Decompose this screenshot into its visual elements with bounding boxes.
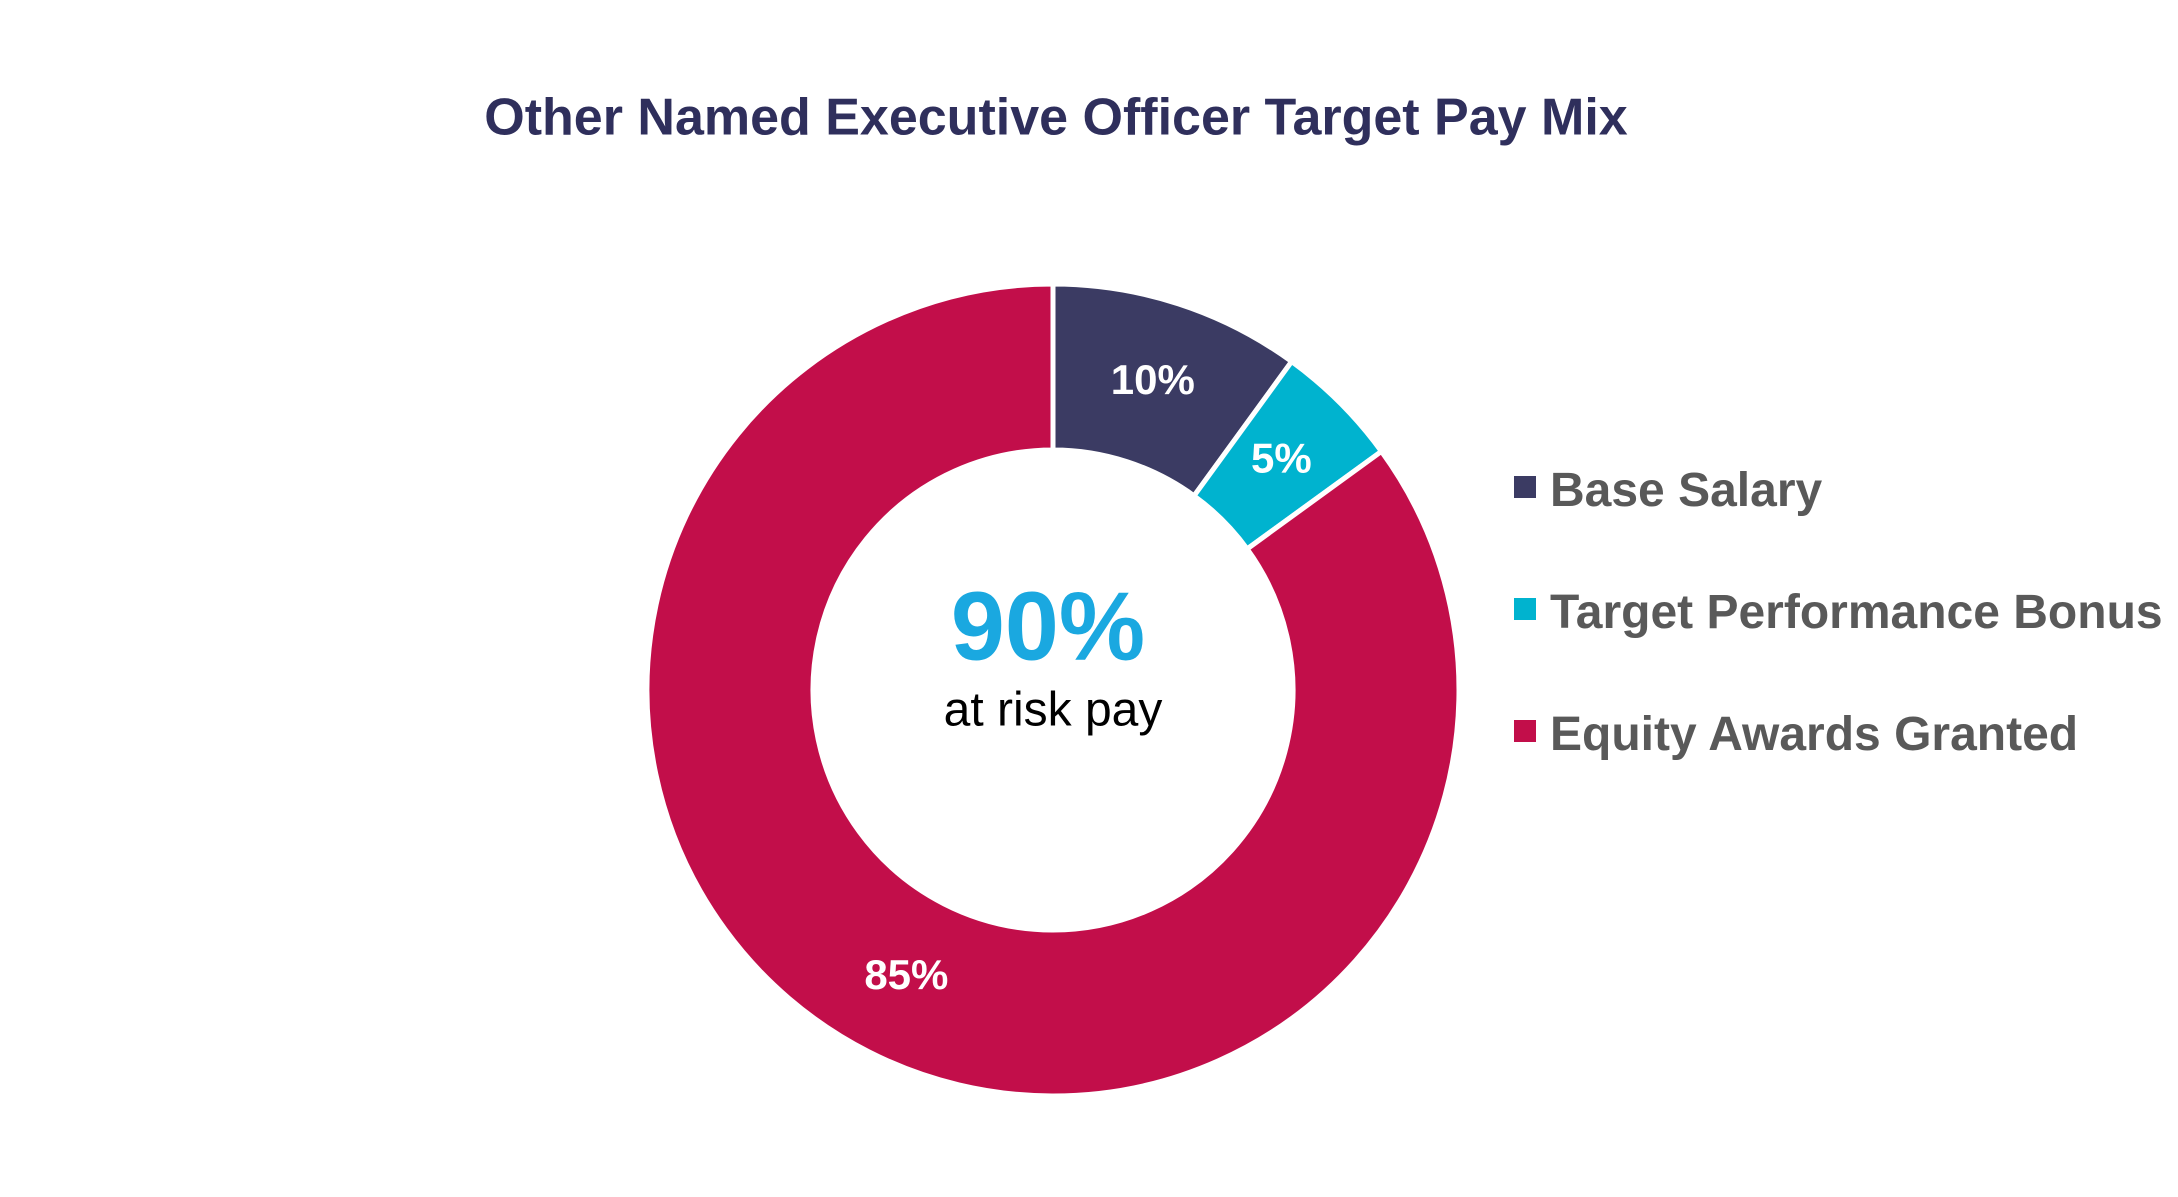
- center-text: at risk pay: [944, 684, 1163, 737]
- legend-item: Base Salary: [1514, 460, 2174, 522]
- donut: 10% 5% 85%: [644, 281, 1462, 1099]
- legend-label: Equity Awards Granted: [1550, 708, 2079, 761]
- chart-title: Other Named Executive Officer Target Pay…: [484, 89, 1628, 147]
- legend-item: Target Performance Bonus: [1514, 582, 2174, 644]
- legend-swatch: [1514, 476, 1536, 498]
- value-label: 5%: [1251, 435, 1312, 482]
- legend-item: Equity Awards Granted: [1514, 704, 2174, 766]
- slice: [644, 281, 1462, 1099]
- legend-swatch: [1514, 720, 1536, 742]
- legend-label: Base Salary: [1550, 464, 1823, 517]
- legend-swatch: [1514, 598, 1536, 620]
- value-label: 85%: [864, 951, 948, 998]
- legend: Base Salary Target Performance Bonus Equit…: [1514, 460, 2174, 826]
- legend-label: Target Performance Bonus: [1550, 586, 2163, 639]
- center-headline: 90%: [951, 572, 1145, 681]
- value-label: 10%: [1111, 356, 1195, 403]
